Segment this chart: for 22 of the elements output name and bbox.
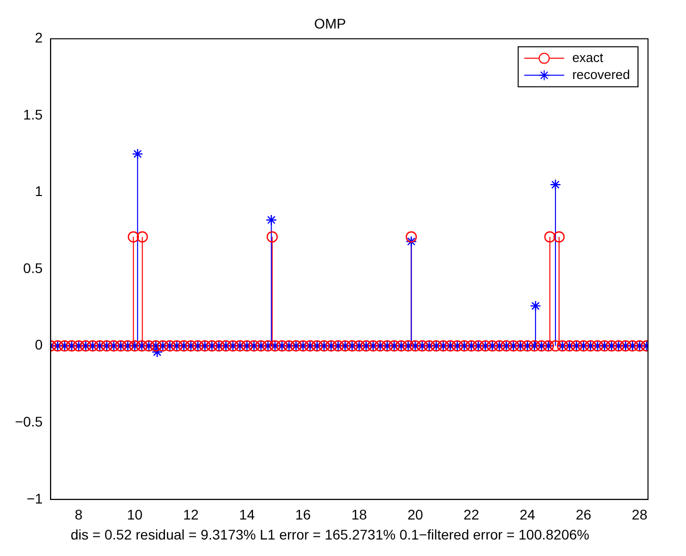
y-tick-label: 1.5 xyxy=(23,106,43,122)
x-tick-label: 10 xyxy=(126,506,143,523)
x-tick-label: 12 xyxy=(183,506,199,523)
x-tick-label: 18 xyxy=(351,506,368,523)
y-tick-label: 1 xyxy=(34,183,43,200)
x-tick-label: 22 xyxy=(464,506,480,523)
x-tick-label: 20 xyxy=(407,506,424,523)
text: dis = 0.52 residual = 9.3173% L1 error = 165.2731% 0.1−filtered error = 100.8206% xyxy=(70,526,590,542)
legend-label: recovered xyxy=(572,66,630,82)
chart-title: OMP xyxy=(314,15,346,32)
y-tick-label: 2 xyxy=(34,30,43,46)
y-tick-label: 0 xyxy=(34,336,43,353)
x-tick-label: 24 xyxy=(520,506,536,523)
x-tick-label: 16 xyxy=(295,506,312,523)
x-tick-label: 14 xyxy=(239,506,255,523)
y-tick-label: −0.5 xyxy=(14,413,43,430)
y-tick-label: −1 xyxy=(26,490,43,506)
x-tick-label: 8 xyxy=(74,506,83,523)
x-tick-label: 28 xyxy=(632,506,648,523)
legend-label: exact xyxy=(572,50,604,65)
x-tick-label: 26 xyxy=(576,506,592,523)
y-tick-label: 0.5 xyxy=(23,260,43,276)
